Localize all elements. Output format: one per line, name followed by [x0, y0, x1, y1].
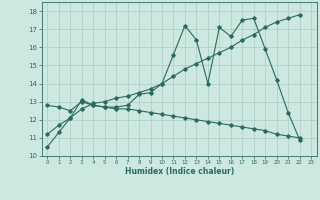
- X-axis label: Humidex (Indice chaleur): Humidex (Indice chaleur): [124, 167, 234, 176]
